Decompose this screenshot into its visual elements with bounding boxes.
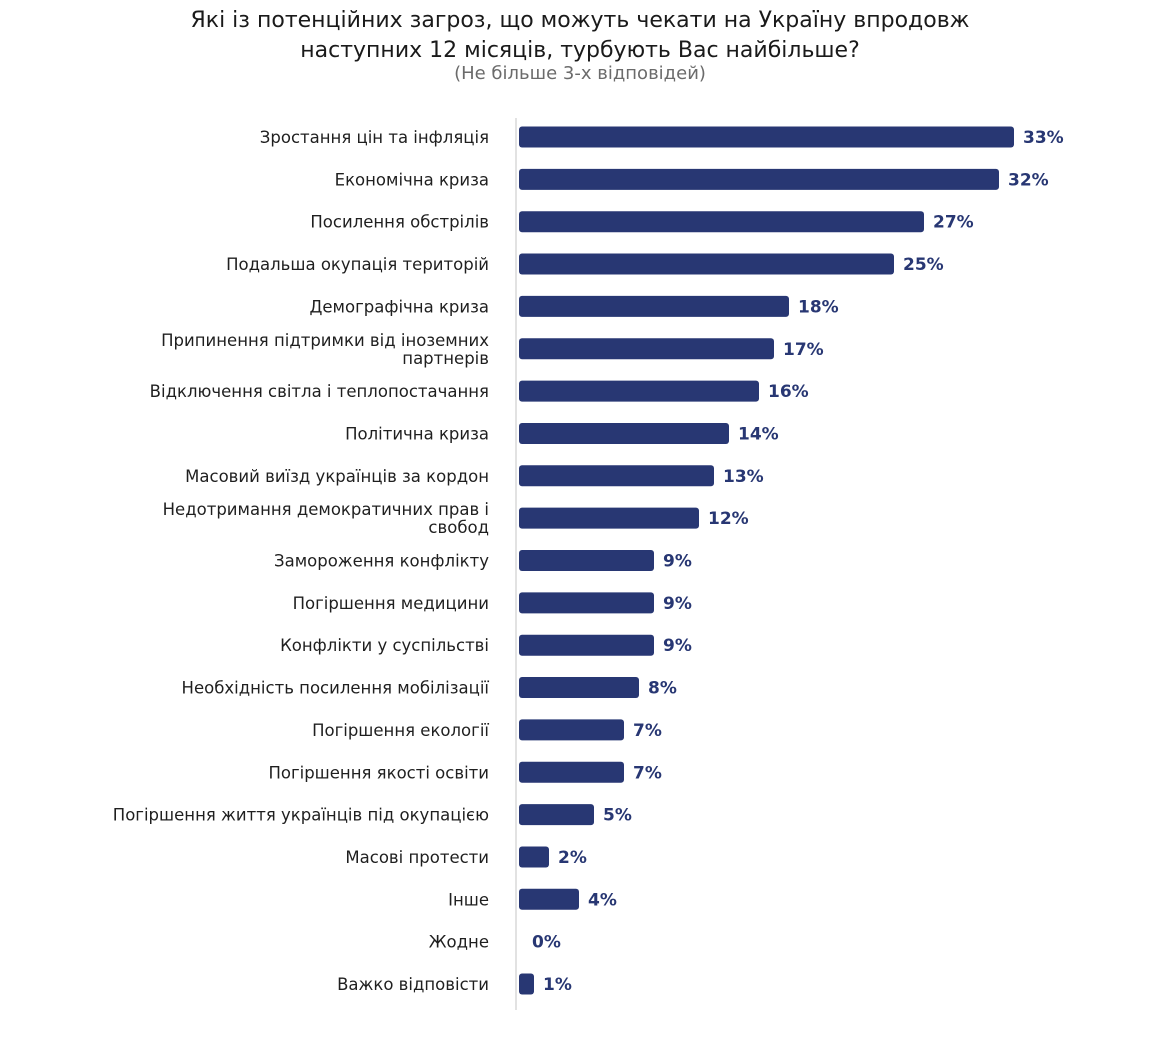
chart-title-line-2: наступних 12 місяців, турбують Вас найбі… bbox=[300, 38, 860, 63]
category-label: Посилення обстрілів bbox=[310, 213, 489, 232]
value-label: 14% bbox=[738, 424, 779, 444]
value-label: 13% bbox=[723, 467, 764, 487]
category-label: Масовий виїзд українців за кордон bbox=[185, 467, 489, 486]
bar bbox=[519, 592, 654, 614]
bar-row: Погіршення життя українців під окупацією… bbox=[113, 804, 632, 826]
bar bbox=[519, 973, 534, 995]
bar bbox=[519, 804, 594, 826]
bar bbox=[519, 846, 549, 868]
category-label: Інше bbox=[448, 890, 489, 909]
value-label: 9% bbox=[663, 636, 692, 656]
value-label: 7% bbox=[633, 721, 662, 741]
category-label: Масові протести bbox=[345, 848, 489, 867]
value-label: 12% bbox=[708, 509, 749, 529]
bar-row: Масовий виїзд українців за кордон 13% bbox=[185, 465, 764, 487]
bar bbox=[519, 507, 699, 529]
value-label: 4% bbox=[588, 890, 617, 910]
category-label: Погіршення якості освіти bbox=[268, 763, 489, 782]
bar bbox=[519, 126, 1014, 148]
value-label: 0% bbox=[532, 933, 561, 953]
bar-row: Відключення світла і теплопостачання 16% bbox=[150, 380, 809, 402]
value-label: 17% bbox=[783, 340, 824, 360]
value-label: 32% bbox=[1008, 170, 1049, 190]
value-label: 9% bbox=[663, 594, 692, 614]
chart-subtitle: (Не більше 3-х відповідей) bbox=[454, 63, 706, 84]
category-label: Подальша окупація територій bbox=[226, 255, 489, 274]
bar-row: Необхідність посилення мобілізації 8% bbox=[182, 677, 677, 699]
category-label: Жодне bbox=[429, 933, 489, 952]
bar-row: Посилення обстрілів 27% bbox=[310, 211, 974, 233]
category-label: Важко відповісти bbox=[337, 975, 489, 994]
bar-row: Погіршення якості освіти 7% bbox=[268, 761, 662, 783]
bar bbox=[519, 380, 759, 402]
bar bbox=[519, 719, 624, 741]
bar bbox=[519, 422, 729, 444]
category-label: Необхідність посилення мобілізації bbox=[182, 679, 490, 698]
value-label: 8% bbox=[648, 679, 677, 699]
value-label: 9% bbox=[663, 552, 692, 572]
bar bbox=[519, 634, 654, 656]
value-label: 33% bbox=[1023, 128, 1064, 148]
bar-row: Інше 4% bbox=[448, 888, 617, 910]
category-label: Погіршення екології bbox=[312, 721, 489, 740]
category-label: Відключення світла і теплопостачання bbox=[150, 382, 489, 401]
bar-row: Політична криза 14% bbox=[345, 422, 779, 444]
value-label: 25% bbox=[903, 255, 944, 275]
bar bbox=[519, 465, 714, 487]
category-label: Економічна криза bbox=[335, 170, 489, 189]
category-label: Зростання цін та інфляція bbox=[260, 128, 489, 147]
category-label: Політична криза bbox=[345, 424, 489, 443]
bar-row: Замороження конфлікту 9% bbox=[274, 550, 692, 572]
bar-row: Подальша окупація територій 25% bbox=[226, 253, 944, 275]
category-label: Демографічна криза bbox=[310, 297, 489, 316]
bar-row: Економічна криза 32% bbox=[335, 168, 1049, 190]
value-label: 16% bbox=[768, 382, 809, 402]
value-label: 1% bbox=[543, 975, 572, 995]
bar bbox=[519, 761, 624, 783]
bar-row: Жодне 0% bbox=[429, 933, 561, 953]
bar bbox=[519, 295, 789, 317]
bar-row: Демографічна криза 18% bbox=[310, 295, 839, 317]
category-label: Погіршення медицини bbox=[293, 594, 489, 613]
value-label: 18% bbox=[798, 297, 839, 317]
category-label: Недотримання демократичних прав і свобод bbox=[163, 500, 489, 537]
bar bbox=[519, 888, 579, 910]
bar-row: Недотримання демократичних прав і свобод 1… bbox=[163, 500, 749, 537]
bar-row: Зростання цін та інфляція 33% bbox=[260, 126, 1064, 148]
value-label: 7% bbox=[633, 763, 662, 783]
category-label: Конфлікти у суспільстві bbox=[280, 636, 489, 655]
bar bbox=[519, 338, 774, 360]
bar bbox=[519, 211, 924, 233]
chart-title: Які із потенційних загроз, що можуть чек… bbox=[0, 6, 1160, 66]
bar-row: Погіршення медицини 9% bbox=[293, 592, 692, 614]
bar-row: Масові протести 2% bbox=[345, 846, 587, 868]
bar-row: Припинення підтримки від іноземних партне… bbox=[161, 331, 824, 368]
category-label: Замороження конфлікту bbox=[274, 552, 489, 571]
bar-row: Погіршення екології 7% bbox=[312, 719, 662, 741]
bar-row: Важко відповісти 1% bbox=[337, 973, 572, 995]
value-label: 27% bbox=[933, 213, 974, 233]
category-label: Погіршення життя українців під окупацією bbox=[113, 806, 489, 825]
value-label: 5% bbox=[603, 806, 632, 826]
bar bbox=[519, 168, 999, 190]
bar bbox=[519, 253, 894, 275]
value-label: 2% bbox=[558, 848, 587, 868]
category-label: Припинення підтримки від іноземних партне… bbox=[161, 331, 489, 368]
bar bbox=[519, 677, 639, 699]
bar-row: Конфлікти у суспільстві 9% bbox=[280, 634, 692, 656]
bar bbox=[519, 550, 654, 571]
chart-title-line-1: Які із потенційних загроз, що можуть чек… bbox=[190, 8, 970, 33]
